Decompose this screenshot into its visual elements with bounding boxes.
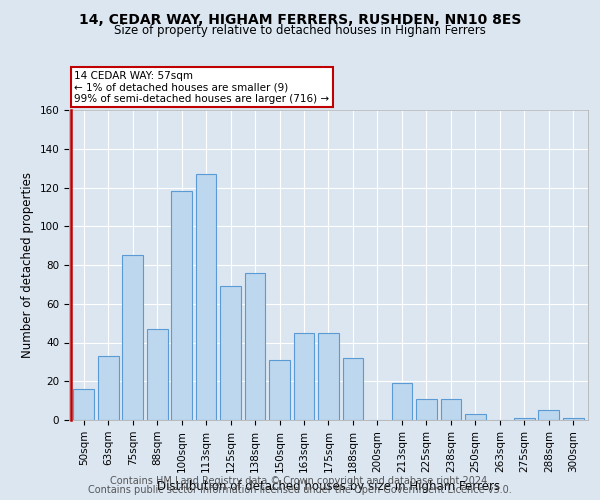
Y-axis label: Number of detached properties: Number of detached properties <box>21 172 34 358</box>
Bar <box>98 356 119 420</box>
Bar <box>440 398 461 420</box>
Bar <box>147 329 167 420</box>
Text: 14 CEDAR WAY: 57sqm
← 1% of detached houses are smaller (9)
99% of semi-detached: 14 CEDAR WAY: 57sqm ← 1% of detached hou… <box>74 70 329 104</box>
Text: Size of property relative to detached houses in Higham Ferrers: Size of property relative to detached ho… <box>114 24 486 37</box>
Bar <box>196 174 217 420</box>
Bar <box>318 333 339 420</box>
Bar <box>514 418 535 420</box>
Bar <box>293 333 314 420</box>
Bar <box>343 358 364 420</box>
Bar <box>171 192 192 420</box>
Bar <box>245 273 265 420</box>
Bar <box>73 389 94 420</box>
Bar <box>538 410 559 420</box>
X-axis label: Distribution of detached houses by size in Higham Ferrers: Distribution of detached houses by size … <box>157 480 500 493</box>
Bar <box>416 398 437 420</box>
Text: 14, CEDAR WAY, HIGHAM FERRERS, RUSHDEN, NN10 8ES: 14, CEDAR WAY, HIGHAM FERRERS, RUSHDEN, … <box>79 12 521 26</box>
Bar <box>563 418 584 420</box>
Text: Contains HM Land Registry data © Crown copyright and database right 2024.: Contains HM Land Registry data © Crown c… <box>110 476 490 486</box>
Bar <box>220 286 241 420</box>
Text: Contains public sector information licensed under the Open Government Licence v3: Contains public sector information licen… <box>88 485 512 495</box>
Bar <box>122 256 143 420</box>
Bar <box>465 414 486 420</box>
Bar <box>392 383 412 420</box>
Bar <box>269 360 290 420</box>
